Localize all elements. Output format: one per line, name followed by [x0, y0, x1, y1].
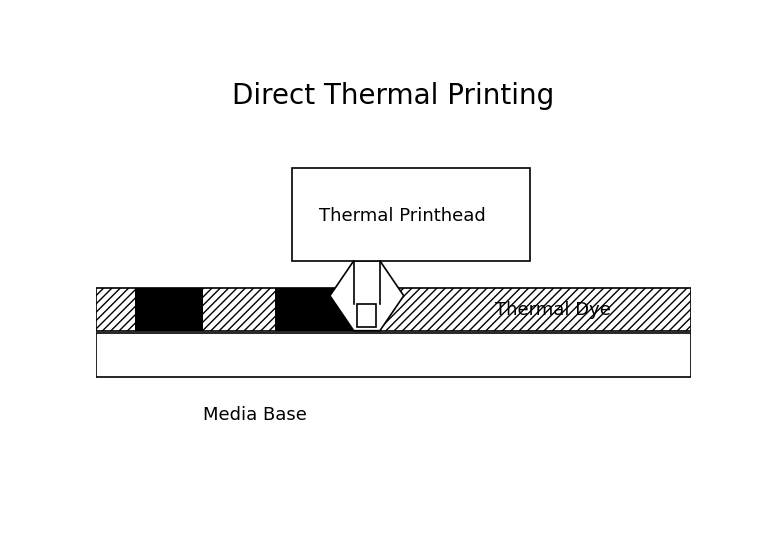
Bar — [357, 304, 376, 327]
Text: Direct Thermal Printing: Direct Thermal Printing — [233, 81, 554, 109]
Bar — [96, 333, 691, 377]
Bar — [134, 288, 203, 331]
Bar — [275, 288, 361, 331]
Bar — [293, 168, 531, 261]
Polygon shape — [330, 261, 404, 331]
Bar — [96, 288, 691, 331]
Text: Thermal Dye: Thermal Dye — [495, 300, 611, 318]
Text: Media Base: Media Base — [203, 406, 307, 425]
Text: Thermal Printhead: Thermal Printhead — [319, 207, 486, 225]
